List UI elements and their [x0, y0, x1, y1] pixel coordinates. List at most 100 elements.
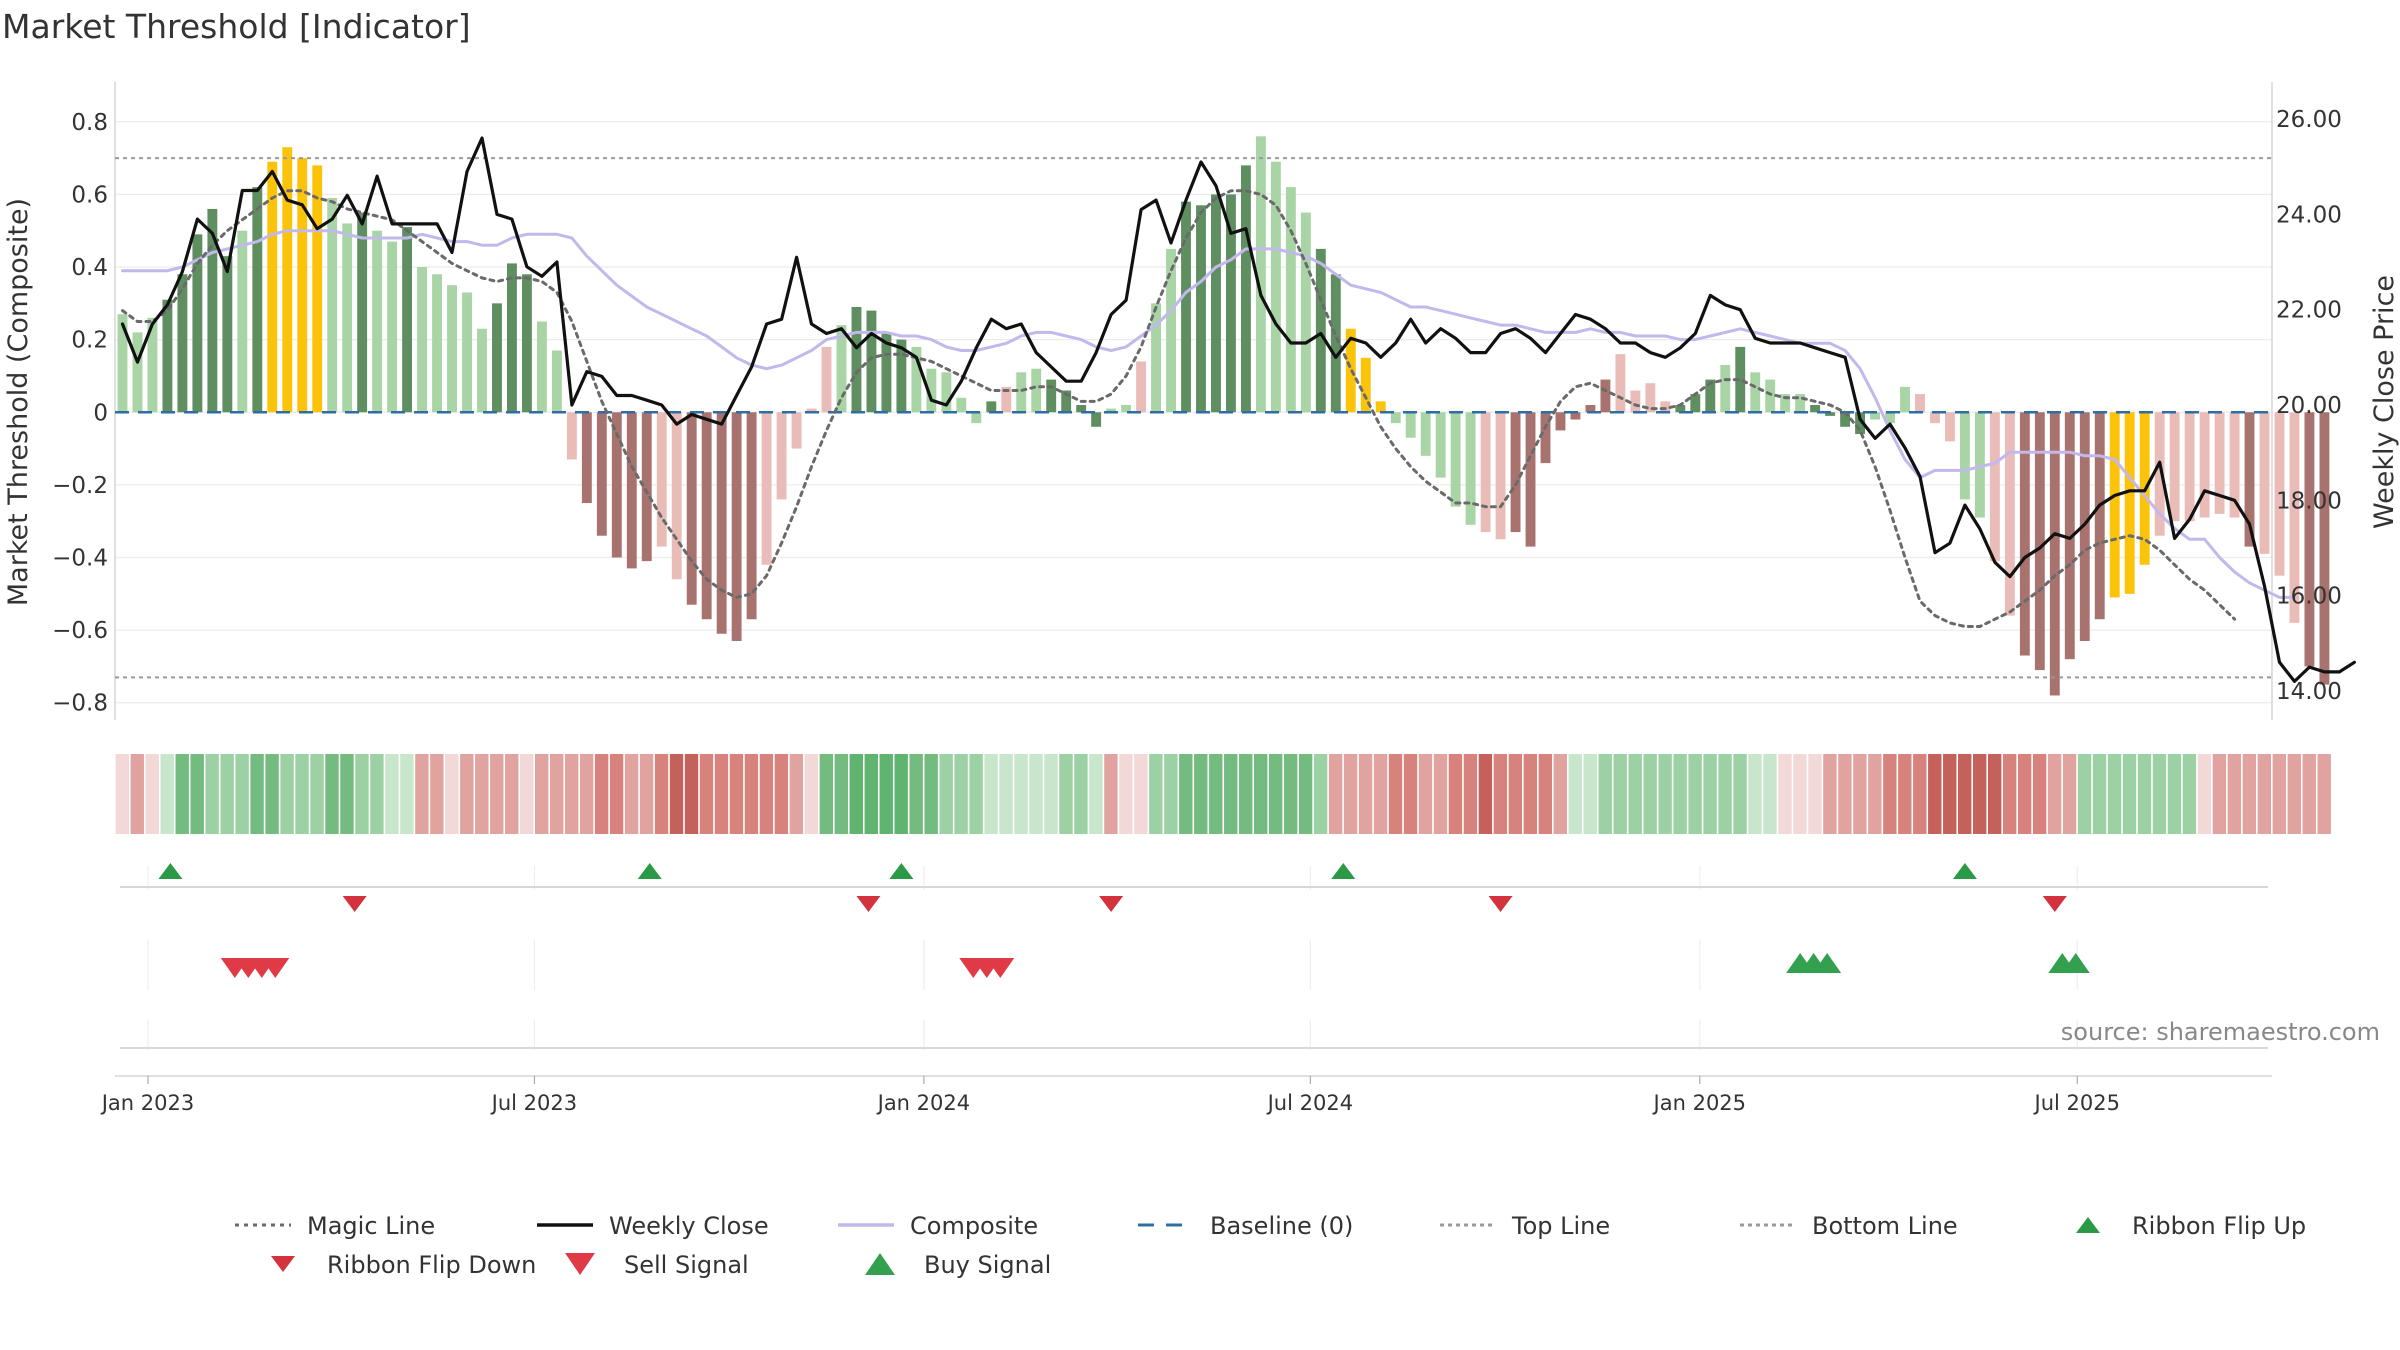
y-axis-label-left: Market Threshold (Composite) — [3, 198, 34, 606]
legend-item: Weekly Close — [537, 1212, 769, 1240]
right-axis-ticks: 26.00 24.00 22.00 20.00 18.00 16.00 14.00 — [2276, 107, 2342, 705]
ribbon-cell — [1029, 754, 1043, 834]
legend: Magic Line Weekly Close Composite Baseline … — [235, 1212, 2306, 1279]
ribbon-cell — [909, 754, 923, 834]
histogram-bar — [1226, 194, 1236, 413]
ribbon-cell — [609, 754, 624, 834]
legend-item: Top Line — [1440, 1212, 1610, 1240]
ribbon-cell — [520, 754, 534, 834]
x-tick-label: Jul 2025 — [2033, 1091, 2120, 1115]
ribbon-cell — [1373, 754, 1388, 834]
ribbon-cell — [849, 754, 863, 834]
ribbon-cell — [2152, 754, 2167, 834]
histogram-bar — [896, 339, 907, 413]
ribbon-cell — [1254, 754, 1268, 834]
histogram-bar — [2319, 412, 2330, 685]
histogram-bar — [1375, 401, 1386, 413]
magic-line — [121, 189, 2237, 628]
histogram-bar — [1959, 412, 1970, 500]
histogram-bar — [551, 350, 562, 413]
ribbon-cell — [894, 754, 908, 834]
ribbon-cell — [2212, 754, 2227, 834]
ribbon-cell — [430, 754, 444, 834]
ribbon-cell — [220, 754, 234, 834]
ribbon-cell — [744, 754, 759, 834]
sell-signal-marker — [261, 958, 290, 978]
ribbon-cell — [1209, 754, 1223, 834]
histogram-bar — [117, 314, 128, 413]
histogram-bar — [1315, 248, 1326, 413]
ribbon-cell — [924, 754, 938, 834]
composite-line — [121, 229, 2296, 599]
ribbon-cell — [1433, 754, 1448, 834]
histogram-bar — [1705, 379, 1716, 413]
legend-label: Composite — [910, 1212, 1038, 1240]
ribbon-cell — [415, 754, 429, 834]
ribbon-cell — [1224, 754, 1238, 834]
histogram-bar — [297, 158, 308, 413]
histogram-bar — [2079, 412, 2090, 642]
histogram-bar — [507, 263, 517, 413]
right-tick-label: 14.00 — [2276, 679, 2342, 705]
ribbon-cell — [385, 754, 399, 834]
ribbon-cell — [684, 754, 699, 834]
histogram-bar — [162, 299, 173, 413]
legend-label: Ribbon Flip Down — [327, 1251, 536, 1279]
histogram-bar — [686, 412, 697, 605]
histogram-bar — [1061, 390, 1072, 413]
ribbon-cell — [1598, 754, 1612, 834]
ribbon-cell — [2242, 754, 2257, 834]
histogram-bar — [806, 408, 817, 413]
ribbon-cell — [250, 754, 264, 834]
legend-label: Weekly Close — [609, 1212, 769, 1240]
ribbon-cell — [1553, 754, 1567, 834]
histogram-bar — [2109, 412, 2120, 598]
histogram-bar — [237, 230, 248, 413]
histogram-bar — [1840, 412, 1851, 427]
ribbon-cell — [1418, 754, 1433, 834]
ribbon-cell — [834, 754, 848, 834]
histogram-bar — [1645, 383, 1656, 413]
ribbon-cell — [879, 754, 893, 834]
ribbon-cell — [1943, 754, 1957, 834]
histogram-bar — [222, 256, 233, 413]
ribbon-cell — [2287, 754, 2301, 834]
legend-item: Ribbon Flip Down — [271, 1251, 536, 1279]
histogram-bar — [1136, 361, 1147, 413]
histogram-bar — [1435, 412, 1446, 478]
histogram-bar — [1270, 161, 1281, 413]
histogram-bar — [1675, 405, 1686, 413]
histogram-bar — [1900, 386, 1910, 413]
histogram-bar — [2289, 412, 2300, 623]
histogram-bar — [1989, 412, 2000, 562]
histogram-bar — [761, 412, 772, 565]
ribbon-cell — [1763, 754, 1777, 834]
histogram-bar — [462, 292, 472, 413]
ribbon-cell — [2227, 754, 2242, 834]
ribbon-cell — [789, 754, 804, 834]
histogram-bar — [1181, 201, 1191, 413]
ribbon-cell — [475, 754, 489, 834]
ribbon-cell — [460, 754, 474, 834]
legend-marker — [865, 1253, 895, 1275]
ribbon-cell — [864, 754, 878, 834]
ribbon-cell — [2197, 754, 2212, 834]
histogram-bar — [1540, 412, 1551, 464]
ribbon-cell — [145, 754, 159, 834]
histogram-bar — [177, 274, 188, 413]
ribbon-cell — [1688, 754, 1702, 834]
histogram-bar — [671, 412, 682, 580]
ribbon-cell — [1478, 754, 1493, 834]
histogram-bar — [2124, 412, 2135, 594]
histogram-bar — [1300, 212, 1311, 413]
histogram-bar — [986, 401, 997, 413]
left-tick-label: 0.8 — [71, 110, 108, 136]
ribbon-cell — [265, 754, 279, 834]
histogram-bar — [477, 328, 487, 413]
histogram-bar — [521, 274, 532, 413]
ribbon-cell — [1164, 754, 1178, 834]
ribbon-cell — [235, 754, 249, 834]
ribbon-cell — [1838, 754, 1852, 834]
histogram-bar — [746, 412, 757, 620]
ribbon-cell — [2122, 754, 2137, 834]
